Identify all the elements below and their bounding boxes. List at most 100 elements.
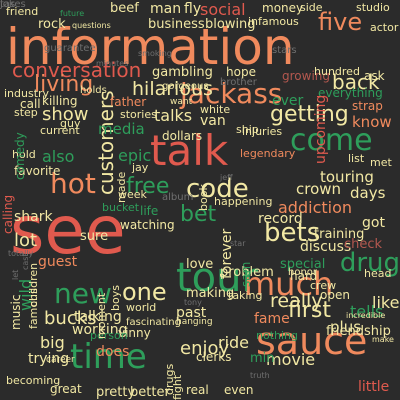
word-talking: talking [74,309,122,325]
word-fame: fame [254,311,290,327]
word-real: real [186,383,209,397]
word-hard: hard [290,269,318,283]
word-epic: epic [118,146,152,165]
word-ride: ride [218,333,250,352]
word-fight: fight [171,374,184,400]
word-tas: tas [0,0,16,10]
word-career: career [46,355,75,365]
word-comedy: comedy [13,132,27,180]
word-conversation: conversation [12,58,142,82]
word-time: time [70,337,147,377]
word-drug: drug [339,248,400,278]
word-really: really [270,290,323,312]
word-upcoming: upcoming [313,94,329,164]
word-problem: problem [220,265,274,280]
word-blowing: blowing [205,17,256,32]
word-van: van [200,113,226,129]
word-plus: plus [330,318,362,336]
word-little: little [358,379,390,395]
word-future: future [60,9,85,18]
word-met: met [370,156,392,169]
word-getting: getting [270,102,349,127]
word-much: much [244,265,334,303]
word-back: back [332,70,380,94]
word-incredible: incredible [346,311,386,320]
word-totally: totally [8,249,34,258]
word-current: current [40,124,80,137]
word-shark: shark [14,209,53,225]
word-jokes: jokes [0,0,26,10]
word-new: new [54,277,112,310]
word-touring: touring [320,168,374,186]
word-record: record [258,211,303,227]
word-ask: ask [364,69,385,83]
word-stories: stories [120,108,157,121]
word-special: special [280,257,326,272]
word-talk: talk [150,126,229,175]
word-fascinating: fascinating [126,317,181,328]
word-bucks: bucks [44,308,97,329]
word-man: man [150,1,182,17]
word-calling: calling [1,194,15,234]
word-bucket: bucket [102,201,140,214]
word-clerks: clerks [196,350,232,364]
word-forever: forever [219,228,235,279]
word-hilarious: hilarious [132,78,213,100]
word-tour: tour [176,255,258,301]
word-five: five [318,8,363,36]
word-first: first [288,298,331,323]
word-living: living [34,72,94,97]
word-growing: growing [282,69,330,83]
word-hanging: hanging [176,317,213,327]
word-step: step [14,106,38,119]
word-information: information [6,18,295,76]
word-industry: industry [4,87,50,100]
word-crown: crown [296,180,342,198]
word-min: min [250,351,275,366]
word-great: great [50,382,82,396]
word-guest: guest [38,254,78,270]
word-boys: boys [109,285,122,311]
word-head: head [364,267,392,280]
word-bet: bet [180,202,217,227]
word-media: media [98,120,145,138]
word-pretty: pretty [96,385,136,400]
word-minutes: minutes [96,59,129,68]
word-code: code [186,174,249,204]
word-infamous: infamous [248,15,299,28]
word-does: does [96,344,130,360]
word-days: days [350,184,386,202]
word-week: week [118,188,147,201]
word-love: love [186,257,214,272]
word-made: made [115,171,128,203]
word-taking: taking [228,289,263,302]
word-dollars: dollars [162,129,203,143]
word-person: person [90,329,128,342]
word-bets: bets [264,218,321,248]
word-trying: trying [28,351,70,367]
word-gambling: gambling [152,65,213,80]
word-lot: lot [14,230,38,251]
word-make: make [372,335,394,344]
word-everything: everything [318,86,383,100]
word-friendship: friendship [326,324,391,339]
word-gorgeous: gorgeous [162,81,209,92]
word-jeff: jeff [220,173,233,182]
word-working: working [72,322,128,338]
word-discuss: discuss [300,239,352,255]
word-life: life [140,204,159,218]
word-killing: killing [42,94,78,108]
word-strap: strap [352,99,383,113]
word-happening: happening [214,195,273,208]
word-check: check [344,237,383,252]
word-one: one [122,278,167,306]
word-side: side [300,1,323,14]
word-world: world [126,301,157,314]
word-hold: hold [12,148,36,161]
word-tony: tony [184,298,202,307]
word-father: father [110,95,147,109]
word-questions: questions [72,21,111,30]
word-stars: stars [272,45,297,56]
word-actor: actor [370,21,399,34]
